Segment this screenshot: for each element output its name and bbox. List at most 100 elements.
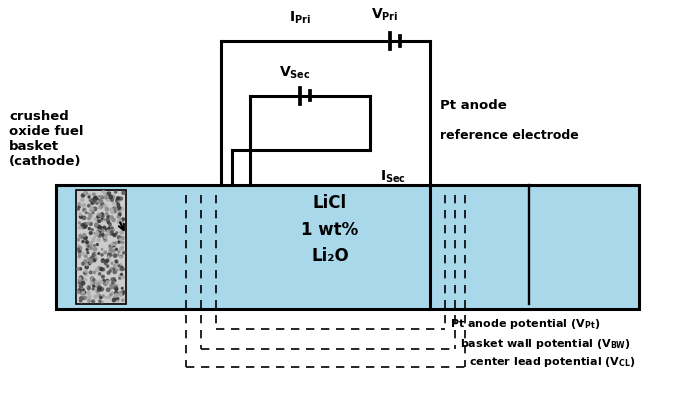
Point: [92, 198, 103, 205]
Point: [107, 225, 118, 231]
Point: [114, 249, 125, 255]
Point: [103, 214, 114, 220]
Point: [116, 246, 127, 252]
Point: [89, 256, 100, 262]
Point: [86, 281, 97, 287]
Point: [102, 279, 113, 286]
Point: [94, 224, 105, 230]
Point: [90, 216, 101, 222]
Point: [86, 205, 97, 211]
Point: [75, 224, 86, 230]
Point: [109, 284, 120, 290]
Point: [87, 209, 98, 216]
Point: [114, 263, 125, 269]
Point: [114, 212, 125, 218]
Point: [107, 226, 118, 233]
Point: [89, 279, 100, 286]
Point: [108, 227, 119, 233]
Point: [114, 197, 125, 203]
Point: [104, 243, 115, 249]
Point: [116, 290, 127, 297]
Point: [117, 291, 128, 297]
Point: [106, 207, 117, 213]
Point: [92, 288, 103, 295]
Point: [111, 258, 122, 265]
Point: [92, 230, 103, 236]
Point: [94, 224, 105, 231]
Point: [94, 265, 105, 271]
Point: [84, 298, 95, 304]
Point: [109, 205, 120, 212]
Point: [77, 222, 88, 228]
Point: [96, 218, 107, 224]
Text: Pt anode potential ($\mathbf{V_{Pt}}$): Pt anode potential ($\mathbf{V_{Pt}}$): [449, 317, 600, 331]
Point: [111, 286, 122, 292]
Point: [117, 245, 128, 251]
Point: [116, 266, 127, 273]
Point: [118, 266, 129, 273]
Point: [76, 214, 87, 220]
Point: [98, 274, 109, 280]
Point: [100, 203, 111, 209]
Point: [94, 292, 105, 298]
Point: [80, 253, 92, 260]
Point: [94, 193, 105, 199]
Point: [86, 200, 97, 206]
Point: [87, 275, 98, 282]
Point: [76, 278, 87, 284]
Point: [87, 286, 98, 292]
Point: [103, 270, 114, 276]
Point: [93, 214, 104, 220]
Point: [92, 216, 103, 223]
Point: [75, 245, 86, 251]
Point: [102, 278, 113, 284]
Point: [104, 252, 115, 258]
Point: [94, 231, 105, 237]
Point: [92, 288, 103, 294]
Point: [109, 209, 120, 215]
Text: Pt anode: Pt anode: [440, 99, 506, 112]
Point: [113, 214, 124, 220]
Text: reference electrode: reference electrode: [440, 129, 579, 142]
Point: [83, 215, 94, 222]
Point: [83, 290, 94, 296]
Point: [107, 231, 118, 237]
Point: [107, 241, 118, 248]
Point: [109, 277, 120, 284]
Point: [77, 192, 88, 199]
Point: [108, 242, 119, 248]
Point: [96, 287, 107, 293]
Point: [80, 271, 92, 278]
Point: [95, 198, 106, 204]
Point: [77, 278, 88, 284]
Point: [100, 194, 111, 201]
Point: [83, 210, 94, 216]
Point: [87, 276, 98, 282]
Point: [100, 232, 111, 239]
Point: [74, 201, 85, 207]
Point: [107, 280, 118, 286]
Point: [85, 230, 96, 236]
Point: [97, 257, 108, 263]
Point: [79, 224, 90, 230]
Point: [109, 232, 120, 238]
Point: [88, 191, 99, 198]
Text: LiCl
1 wt%
Li₂O: LiCl 1 wt% Li₂O: [301, 194, 358, 265]
Point: [103, 286, 114, 293]
Point: [115, 292, 126, 298]
Point: [97, 213, 108, 219]
Point: [103, 219, 114, 225]
Point: [93, 228, 104, 234]
Point: [76, 298, 87, 305]
Point: [87, 277, 98, 283]
Point: [88, 276, 99, 283]
Point: [114, 234, 125, 241]
Point: [102, 258, 113, 264]
Point: [105, 247, 116, 253]
Point: [114, 239, 125, 245]
Point: [80, 235, 91, 241]
Point: [92, 231, 103, 238]
Point: [76, 295, 87, 301]
Point: [87, 206, 98, 212]
Point: [108, 240, 119, 246]
